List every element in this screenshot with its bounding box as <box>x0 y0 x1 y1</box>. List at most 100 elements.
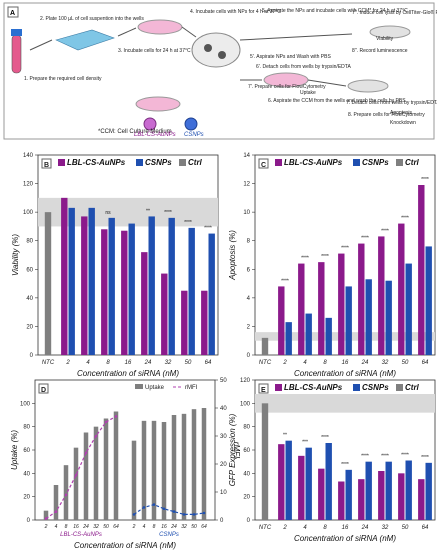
x-tick-label: 8 <box>323 360 327 366</box>
rmfi-point <box>192 513 196 516</box>
cells-nps-icon <box>191 32 241 68</box>
x-tick-label: 16 <box>161 524 167 530</box>
tube-icon <box>11 34 22 74</box>
bar-lbl-cs-aunps <box>398 473 405 520</box>
bar-csnps <box>128 223 135 355</box>
legend-swatch <box>353 159 360 166</box>
legend-label: Ctrl <box>405 383 420 392</box>
bar-csnps <box>108 217 115 355</box>
workflow-step-label: 7. Detach cells from wells by trypsin/ED… <box>346 100 437 106</box>
bar-lbl-cs-aunps <box>61 197 68 355</box>
significance-label: ** <box>146 208 150 214</box>
bar-uptake <box>83 432 89 520</box>
x-tick-label: 4 <box>303 525 307 531</box>
bar-lbl-cs-aunps <box>161 273 168 355</box>
y-tick-label: 80 <box>26 239 33 245</box>
significance-label: **** <box>341 246 349 252</box>
rmfi-line <box>133 503 205 516</box>
panel-a-frame <box>3 2 435 140</box>
legend-swatch <box>396 159 403 166</box>
bar-csnps <box>325 443 332 520</box>
bar-lbl-cs-aunps <box>318 468 325 520</box>
rmfi-point <box>162 507 166 511</box>
arrow-icon <box>181 26 197 38</box>
x-tick-label: 4 <box>86 360 90 366</box>
well-plate-icon <box>55 29 115 51</box>
x-tick-label: 32 <box>165 360 172 366</box>
workflow-step-label: 6'. Detach cells from wells by trypsin/E… <box>256 64 351 70</box>
workflow-step-label: 6. Aspirate the CCM from the wells and w… <box>268 98 406 104</box>
x-tick-label: NTC <box>259 525 272 531</box>
significance-label: *** <box>302 440 308 446</box>
y-tick-label: 100 <box>20 401 31 407</box>
y-tick-label: 60 <box>26 267 33 273</box>
rmfi-point <box>172 510 176 513</box>
y-tick-label: 60 <box>23 448 30 454</box>
reference-band <box>38 197 218 227</box>
rmfi-point <box>182 513 186 516</box>
y-tick-label: 40 <box>26 296 33 302</box>
y2-tick-label: 20 <box>220 462 227 468</box>
y-tick-label: 80 <box>243 425 250 431</box>
workflow-step-label: 5'. Aspirate NPs and Wash with PBS <box>250 54 331 60</box>
significance-label: **** <box>184 220 192 226</box>
np-label-cs: CSNPs <box>184 132 204 138</box>
workflow-step-label: Viability <box>376 36 394 42</box>
x-tick-label: 64 <box>113 524 119 530</box>
x-axis-title: Concentration of siRNA (nM) <box>74 541 176 550</box>
workflow-step-label: 4. Incubate cells with NPs for 4 h at 37… <box>190 9 281 15</box>
chart-gfp-expression: E 0 20 40 60 80 100 120 NTC 2 ** 4 *** 8 **** 16 **** 24 *… <box>228 378 436 543</box>
x-tick-label: 16 <box>342 360 349 366</box>
significance-label: **** <box>281 278 289 284</box>
bar-lbl-cs-aunps <box>101 229 108 355</box>
significance-label: **** <box>321 254 329 260</box>
bar-csnps <box>385 461 392 520</box>
dish-icon-1 <box>135 96 181 112</box>
workflow-step-label: 8''. Record luminescence <box>352 48 408 54</box>
bar-csnps <box>425 246 432 355</box>
bar-uptake <box>131 440 137 520</box>
workflow-step-label: Uptake <box>300 90 316 96</box>
bar-csnps <box>188 227 195 355</box>
bar-ctrl <box>261 337 269 355</box>
x-axis-title: Concentration of siRNA (nM) <box>294 534 396 543</box>
dish-icon-lysis <box>369 25 411 39</box>
x-tick-label: 2 <box>44 524 48 530</box>
y-tick-label: 6 <box>247 267 251 273</box>
legend-label: CSNPs <box>145 158 172 167</box>
np-label-lbl: LBL-CS-AuNPs <box>134 132 176 138</box>
bar-csnps <box>285 322 292 355</box>
rmfi-point <box>142 506 146 509</box>
bar-lbl-cs-aunps <box>81 216 88 355</box>
y2-tick-label: 40 <box>220 406 227 412</box>
rmfi-point <box>132 513 136 516</box>
reference-band <box>255 394 435 413</box>
y-tick-label: 20 <box>23 495 30 501</box>
bar-lbl-cs-aunps <box>338 481 345 520</box>
bar-uptake <box>201 408 207 520</box>
y2-tick-label: 50 <box>220 378 227 384</box>
bar-uptake <box>161 422 167 520</box>
y-tick-label: 60 <box>243 448 250 454</box>
legend-label: CSNPs <box>362 383 389 392</box>
y-tick-label: 12 <box>243 182 250 188</box>
significance-label: **** <box>421 177 429 183</box>
bar-lbl-cs-aunps <box>378 471 385 520</box>
bar-lbl-cs-aunps <box>358 479 365 520</box>
legend-label: CSNPs <box>362 158 389 167</box>
panel-letter: C <box>261 162 266 169</box>
bar-csnps <box>88 207 95 355</box>
workflow-step-label: 8. Prepare cells for FlowCytometry <box>348 112 425 118</box>
bar-uptake <box>181 413 187 520</box>
workflow-step-label: 5. Aspirate the NPs and incubate cells w… <box>262 8 408 14</box>
bar-ctrl <box>44 212 52 355</box>
workflow-step-label: 7'. Prepare cells for FlowCytometry <box>248 84 326 90</box>
workflow-step-label: 3. Incubate cells for 24 h at 37°C <box>118 48 191 54</box>
x-tick-label: 32 <box>181 524 187 530</box>
legend-swatch <box>275 384 282 391</box>
bar-csnps <box>365 461 372 520</box>
